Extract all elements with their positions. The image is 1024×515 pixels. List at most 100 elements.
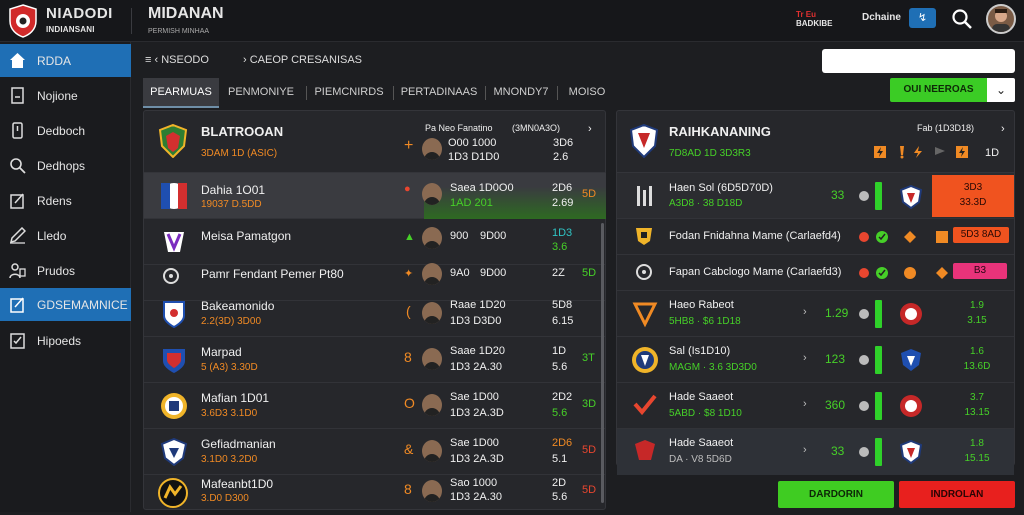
score-value: 123	[825, 352, 846, 366]
odds-box[interactable]	[932, 175, 1014, 217]
sidebar-item-lledo[interactable]: Lledo	[0, 219, 131, 252]
odds-value: 13.6D	[963, 361, 991, 372]
panel-header: RAIHKANANING 7D8AD 1D 3D3R3 Fab (1D3D18)…	[617, 111, 1014, 173]
table-row[interactable]: Hade Saaeot DA · V8 5D6D › 33 1.8 15.15	[617, 429, 1014, 475]
score-value: 1.29	[825, 306, 849, 320]
stat-score: 3.6	[552, 241, 568, 253]
odds-value: 33.3D	[959, 197, 987, 208]
sidebar-item-hipoeds[interactable]: Hipoeds	[0, 324, 131, 357]
table-row[interactable]: Meisa Pamatgon ▲ 900 9D00 1D3 3.6	[144, 219, 605, 265]
team-crest-icon	[636, 264, 652, 280]
odds-value[interactable]: B3	[953, 263, 1007, 279]
scrollbar[interactable]	[601, 223, 604, 503]
table-row[interactable]: Haen Sol (6D5D70D) A3D8 · 38 D18D 33 3D3…	[617, 173, 1014, 219]
stat-value: Sae 1D00	[450, 391, 499, 403]
chevron-right-icon[interactable]: ›	[1001, 123, 1005, 135]
sidebar-item-dedhops[interactable]: Dedhops	[0, 149, 131, 182]
search-icon[interactable]	[951, 8, 973, 30]
tab-pertadinaas[interactable]: PERTADINAAS	[400, 86, 478, 98]
table-row[interactable]: Haeo Rabeot 5HB8 · $6 1D18 › 1.29 1.9 3.…	[617, 291, 1014, 337]
odds-value: 15.15	[964, 453, 990, 464]
tab-divider	[306, 86, 307, 100]
stat-tag: 5D	[582, 484, 597, 496]
team-meta: 5 (A3) 3.30D	[201, 362, 258, 373]
score-value: 33	[831, 188, 845, 202]
table-row[interactable]: Marpad 5 (A3) 3.30D 8 Saae 1D20 1D3 2A.3…	[144, 337, 605, 383]
sidebar-item-prudos[interactable]: Prudos	[0, 254, 131, 287]
status-dot-icon	[859, 268, 869, 278]
tab-divider	[393, 86, 394, 100]
player-avatar	[422, 440, 442, 462]
sidebar-item-rdens[interactable]: Rdens	[0, 184, 131, 217]
sidebar-item-nojione[interactable]: Nojione	[0, 79, 131, 112]
team-name: Hade Saaeot	[669, 437, 734, 449]
confirm-button[interactable]: DARDORIN	[778, 481, 894, 508]
stat-value: 1D3 2A.3D	[450, 407, 504, 419]
trend-arrow: ✦	[404, 268, 414, 280]
sidebar-item-home[interactable]: RDDA	[0, 44, 131, 77]
trend-arrow: 8	[404, 481, 412, 497]
odds-value: 13.15	[964, 407, 990, 418]
sidebar-item-label: GDSEMAMNICE	[37, 298, 128, 312]
breadcrumb-second[interactable]: › CAEOP CRESANISAS	[243, 54, 363, 66]
table-row[interactable]: Sal (Is1D10) MAGM · 3.6 3D3D0 › 123 1.6 …	[617, 337, 1014, 383]
team-crest-icon	[632, 302, 658, 328]
table-row[interactable]: Pamr Fendant Pemer Pt80 ✦ 9A0 9D00 2Z 5D	[144, 255, 605, 301]
user-name[interactable]: Dchaine	[862, 12, 901, 23]
stat-value: Saea 1D0O0	[450, 182, 514, 194]
cancel-button[interactable]: INDROLAN	[899, 481, 1015, 508]
team-name: Fapan Cabclogo Mame (Carlaefd3)	[669, 266, 842, 278]
team-crest-icon	[899, 440, 923, 464]
search-icon	[10, 158, 26, 174]
stat-value: 1D3 D3D0	[450, 315, 502, 327]
sidebar-item-label: Prudos	[37, 264, 76, 278]
tab-divider	[485, 86, 486, 100]
check-icon	[876, 231, 888, 243]
bolt-icon	[874, 146, 886, 158]
tab-piemcnirds[interactable]: PIEMCNIRDS	[314, 86, 384, 98]
edit-icon	[10, 297, 24, 313]
team-crest-icon	[164, 232, 184, 252]
chevron-down-icon[interactable]: ⌄	[987, 78, 1015, 102]
tab-penmoniye[interactable]: PENMONIYE	[227, 86, 294, 98]
region-badge[interactable]: Tr Eu BADKIBE	[796, 10, 833, 28]
tab-pearmuas[interactable]: PEARMUAS	[143, 78, 219, 108]
filter-button[interactable]: OUI NEEROAS	[890, 78, 987, 102]
search-input[interactable]	[822, 49, 1015, 73]
edit-icon	[10, 193, 24, 209]
table-row[interactable]: Dahia 1O01 19037 D.5DD ● Saea 1D0O0 1AD …	[144, 173, 606, 219]
table-row[interactable]: Gefiadmanian 3.1D0 3.2D0 & Sae 1D00 1D3 …	[144, 429, 605, 475]
sidebar-item-gdsemamnice[interactable]: GDSEMAMNICE	[0, 288, 131, 321]
table-row[interactable]: Bakeamonido 2.2(3D) 3D00 ( Raae 1D20 1D3…	[144, 291, 605, 337]
tab-moiso[interactable]: MOISO	[568, 86, 606, 98]
chevron-right-icon[interactable]: ›	[588, 123, 592, 135]
table-row[interactable]: Hade Saaeot 5ABD · $8 1D10 › 360 3.7 13.…	[617, 383, 1014, 429]
table-row[interactable]: Mafian 1D01 3.6D3 3.1D0 O Sae 1D00 1D3 2…	[144, 383, 605, 429]
action-button[interactable]: ↯	[909, 8, 936, 28]
stat-value: Sao 1000	[450, 477, 498, 489]
avatar[interactable]	[986, 4, 1016, 34]
row-highlight	[424, 173, 606, 219]
team-meta: 3.1D0 3.2D0	[201, 454, 258, 465]
odds-value[interactable]: 5D3 8AD	[953, 227, 1009, 243]
club-logo-icon[interactable]	[8, 4, 38, 38]
player-avatar	[422, 480, 442, 502]
sidebar: RDDA Nojione Dedboch Dedhops Rdens Lledo…	[0, 42, 131, 512]
stat-value: 1D3 2A.3D	[450, 453, 504, 465]
tab-mnondy[interactable]: MNONDY7	[493, 86, 549, 98]
bolt-icon	[956, 146, 968, 158]
stat-value: Sae 1D00	[450, 437, 499, 449]
stat-score: 2Z	[552, 267, 565, 279]
table-row[interactable]: Mafeanbt1D0 3.D0 D300 8 Sao 1000 1D3 2A.…	[144, 469, 605, 515]
alert-icon	[900, 146, 904, 159]
sidebar-item-dedboch[interactable]: Dedboch	[0, 114, 131, 147]
table-row[interactable]: Fodan Fnidahna Mame (Carlaefd4) 5D3 8AD	[617, 219, 1014, 255]
table-row[interactable]: Fapan Cabclogo Mame (Carlaefd3) B3	[617, 255, 1014, 291]
phone-icon	[12, 122, 23, 139]
breadcrumb-first[interactable]: ≡ ‹ NSEODO	[145, 54, 209, 66]
home-icon	[10, 53, 25, 68]
stat-score: 2D6	[552, 182, 573, 194]
stat-score: 6.15	[552, 315, 574, 327]
team-meta: A3D8 · 38 D18D	[669, 198, 743, 209]
bolt-icon	[914, 146, 922, 158]
